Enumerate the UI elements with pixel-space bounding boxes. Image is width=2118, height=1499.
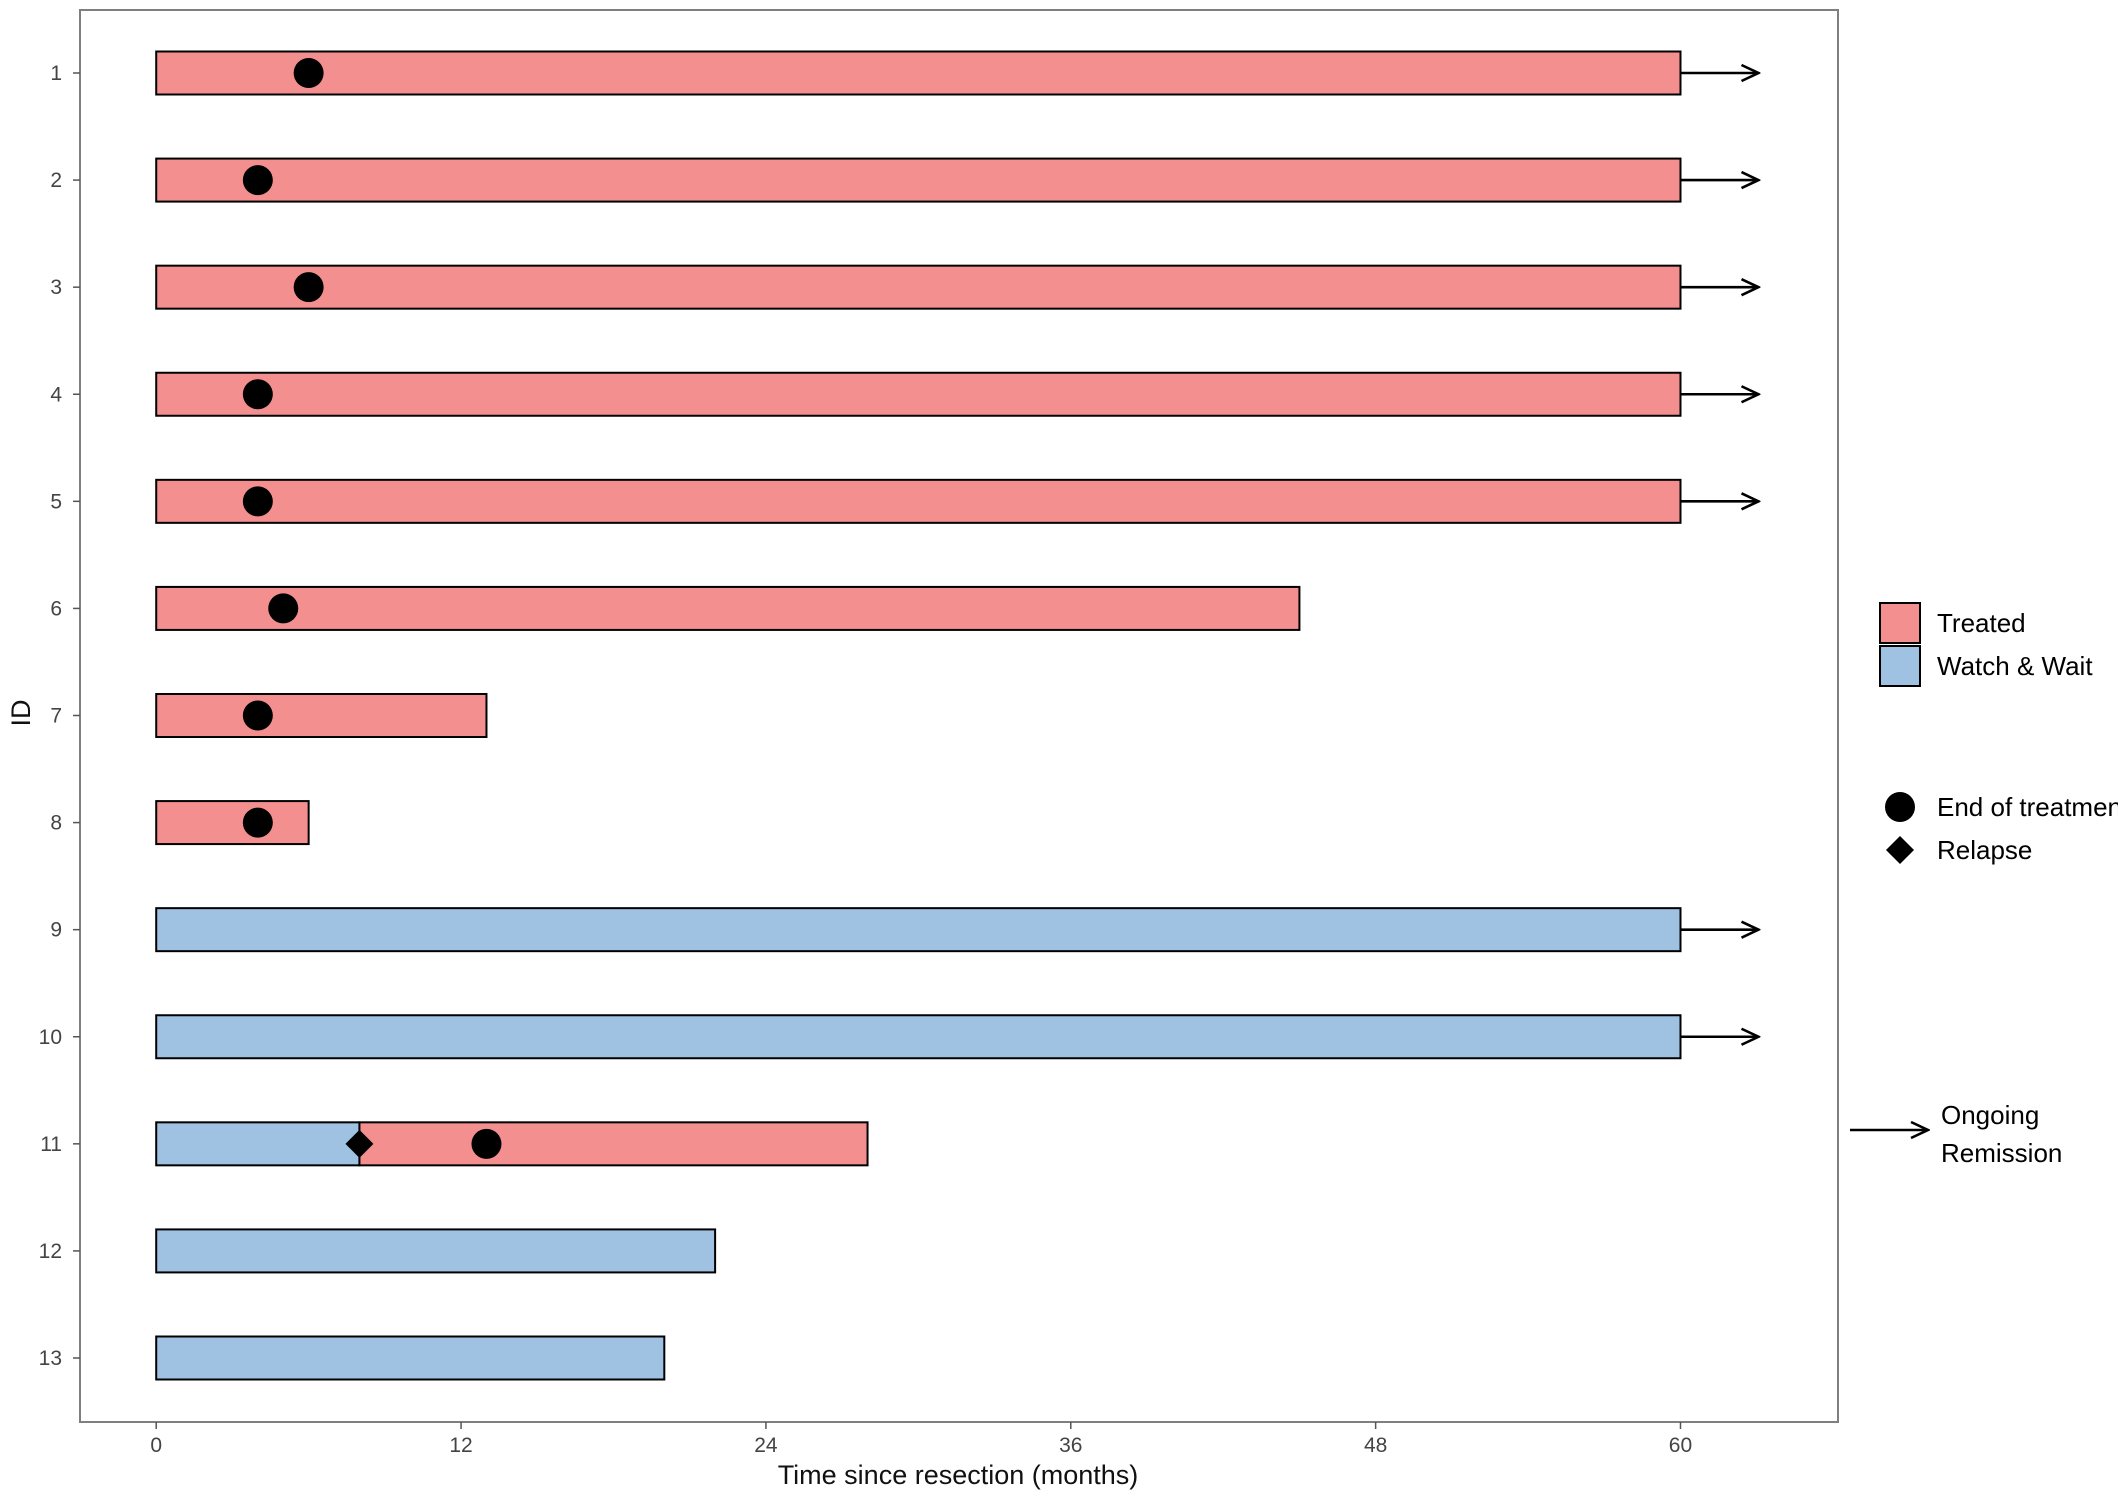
legend-end-of-treatment-marker: [1885, 792, 1915, 822]
bar-id-6-treated: [155, 585, 1301, 631]
y-tick-label-2: 2: [50, 169, 62, 192]
x-axis: 0 12 24 36 48 60: [150, 1422, 1692, 1457]
bar-id-9-watch-wait: [155, 907, 1682, 953]
x-tick-label-0: 0: [150, 1434, 162, 1457]
relapse-marker-id-11: [345, 1129, 374, 1158]
y-tick-label-5: 5: [50, 490, 62, 513]
bar-id-3-treated: [155, 264, 1682, 310]
bar-id-11-treated: [358, 1121, 869, 1167]
bars-layer: [155, 50, 1682, 1381]
legend-label-relapse: Relapse: [1937, 835, 2032, 865]
x-tick-label-24: 24: [754, 1434, 778, 1457]
y-tick-label-1: 1: [50, 62, 62, 85]
y-tick-label-11: 11: [40, 1133, 62, 1156]
bar-id-13-watch-wait: [155, 1335, 666, 1381]
legend-relapse-marker: [1886, 836, 1914, 864]
x-tick-label-48: 48: [1364, 1434, 1387, 1457]
end-of-treatment-marker-id-5: [242, 486, 273, 517]
legend-label-watch-wait: Watch & Wait: [1937, 651, 2093, 681]
y-tick-label-6: 6: [50, 597, 62, 620]
legend-label-remission: Remission: [1941, 1138, 2062, 1168]
end-of-treatment-marker-id-11: [471, 1128, 502, 1159]
end-of-treatment-marker-id-4: [242, 379, 273, 410]
legend-label-end-of-treatment: End of treatment: [1937, 792, 2118, 822]
x-axis-title: Time since resection (months): [778, 1460, 1139, 1490]
y-axis-title: ID: [6, 700, 36, 727]
end-of-treatment-marker-id-6: [268, 593, 299, 624]
bar-id-10-watch-wait: [155, 1014, 1682, 1060]
bar-id-11-watch-wait: [155, 1121, 361, 1167]
legend: Treated Watch & Wait End of treatment Re…: [1850, 602, 2118, 1168]
x-tick-label-36: 36: [1059, 1434, 1082, 1457]
x-tick-label-60: 60: [1669, 1434, 1692, 1457]
y-tick-label-13: 13: [39, 1347, 62, 1370]
bar-id-4-treated: [155, 371, 1682, 417]
end-of-treatment-marker-id-3: [293, 272, 324, 303]
y-tick-label-7: 7: [50, 705, 62, 728]
end-of-treatment-marker-id-1: [293, 58, 324, 88]
end-of-treatment-marker-id-8: [242, 807, 273, 838]
x-tick-label-12: 12: [449, 1434, 472, 1457]
y-tick-label-9: 9: [50, 919, 62, 942]
y-tick-label-8: 8: [50, 812, 62, 835]
legend-swatch-treated: [1879, 602, 1921, 644]
y-tick-label-10: 10: [39, 1026, 62, 1049]
bar-id-5-treated: [155, 478, 1682, 524]
legend-label-treated: Treated: [1937, 608, 2026, 638]
y-tick-label-12: 12: [39, 1240, 62, 1263]
legend-swatch-watch-wait: [1879, 645, 1921, 687]
bar-id-12-watch-wait: [155, 1228, 717, 1274]
y-tick-label-4: 4: [50, 383, 62, 406]
bar-id-7-treated: [155, 693, 488, 738]
legend-label-ongoing: Ongoing: [1941, 1100, 2039, 1130]
end-of-treatment-marker-id-7: [242, 700, 273, 731]
bar-id-2-treated: [155, 157, 1682, 203]
markers-layer: [242, 58, 502, 1159]
bar-id-1-treated: [155, 50, 1682, 96]
bar-id-8-treated: [155, 800, 310, 846]
arrows-layer: [1680, 73, 1758, 1037]
end-of-treatment-marker-id-2: [242, 165, 273, 196]
y-tick-label-3: 3: [50, 276, 62, 299]
